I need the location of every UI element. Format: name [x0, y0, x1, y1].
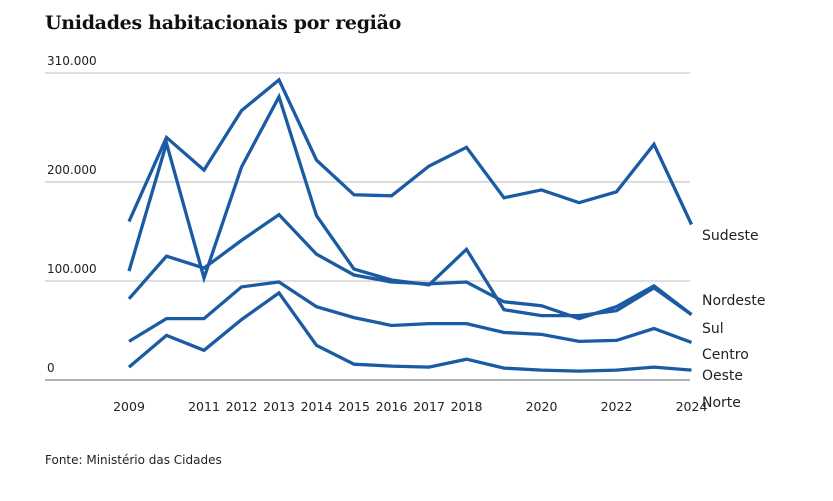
series-label-nordeste: Nordeste — [702, 293, 765, 309]
x-tick-label: 2018 — [451, 399, 483, 414]
series-line-sudeste — [127, 77, 693, 226]
series-label-centro-oeste: Oeste — [702, 368, 743, 384]
series-line-centro-oeste — [128, 280, 693, 344]
source-note: Fonte: Ministério das Cidades — [45, 453, 222, 467]
x-tick-label: 2012 — [226, 399, 258, 414]
chart-title: Unidades habitacionais por região — [45, 12, 401, 34]
x-tick-label: 2014 — [301, 399, 333, 414]
x-tick-label: 2015 — [338, 399, 370, 414]
x-tick-label: 2017 — [413, 399, 445, 414]
y-tick-label: 200.000 — [47, 163, 97, 177]
x-tick-label: 2011 — [188, 399, 220, 414]
series-label-sudeste: Sudeste — [702, 228, 759, 244]
series-line-sul — [127, 212, 693, 321]
y-axis-ticks: 0 100.000 200.000 310.000 — [47, 54, 97, 375]
y-tick-label: 0 — [47, 361, 55, 375]
series-label-centro-oeste: Centro — [702, 347, 749, 363]
x-tick-label: 2013 — [263, 399, 295, 414]
x-tick-label: 2022 — [601, 399, 633, 414]
series-line-norte — [127, 290, 692, 373]
y-tick-label: 310.000 — [47, 54, 97, 68]
series-label-sul: Sul — [702, 321, 724, 337]
series-labels: Sudeste Nordeste Sul Centro Oeste Norte — [702, 228, 765, 411]
series-lines — [127, 77, 693, 373]
y-tick-label: 100.000 — [47, 262, 97, 276]
series-label-norte: Norte — [702, 395, 741, 411]
x-tick-label: 2024 — [676, 399, 708, 414]
x-tick-label: 2020 — [526, 399, 558, 414]
gridlines — [45, 72, 690, 381]
x-axis-ticks: 2009 2011 2012 2013 2014 2015 2016 2017 2018 2020… — [113, 399, 707, 414]
x-tick-label: 2009 — [113, 399, 145, 414]
x-tick-label: 2016 — [376, 399, 408, 414]
